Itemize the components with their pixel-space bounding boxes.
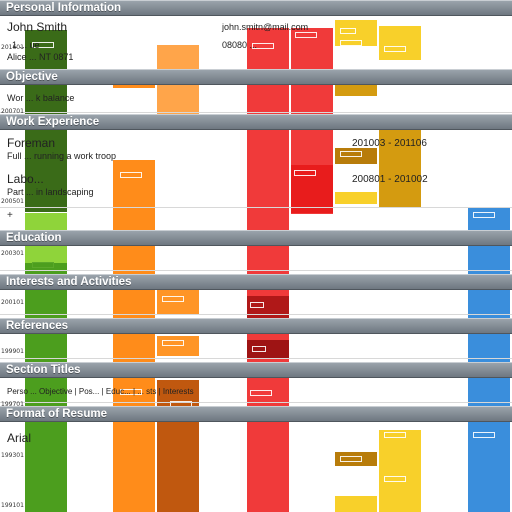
section-header-objective[interactable]: Objective <box>0 69 512 85</box>
timeline-tag[interactable] <box>340 456 362 462</box>
section-title: Section Titles <box>6 364 81 376</box>
row-divider <box>0 358 512 359</box>
axis-label: 200701 <box>1 108 24 115</box>
job-title[interactable]: Labo... <box>7 172 44 186</box>
axis-label: 199101 <box>1 502 24 509</box>
timeline-bar-burnt-orange[interactable] <box>157 380 199 512</box>
timeline-block-yellow[interactable] <box>379 26 421 60</box>
axis-label: 200301 <box>1 250 24 257</box>
city-text[interactable]: Alice ... NT 0871 <box>7 52 74 62</box>
timeline-block-dark-red[interactable] <box>247 340 289 358</box>
section-title: Education <box>6 232 62 244</box>
axis-label: 200101 <box>1 299 24 306</box>
timeline-tag[interactable] <box>250 302 264 308</box>
timeline-block-yellow[interactable] <box>335 192 377 204</box>
timeline-block-red[interactable] <box>291 165 333 213</box>
row-divider <box>0 314 512 315</box>
timeline-tag[interactable] <box>32 42 54 48</box>
section-header-references[interactable]: References <box>0 318 512 334</box>
row-divider <box>0 270 512 271</box>
section-header-work-experience[interactable]: Work Experience <box>0 114 512 130</box>
timeline-tag[interactable] <box>250 390 272 396</box>
timeline-tag[interactable] <box>252 43 274 49</box>
add-work-button[interactable]: + <box>7 210 13 221</box>
person-name[interactable]: John Smith <box>7 20 68 34</box>
axis-label: 199701 <box>1 401 24 408</box>
address-text[interactable]: 1 ... ue <box>12 40 40 50</box>
timeline-tag[interactable] <box>162 296 184 302</box>
section-header-interests-and-activities[interactable]: Interests and Activities <box>0 274 512 290</box>
phone-text[interactable]: 08080 ... <box>222 40 258 50</box>
objective-text[interactable]: Wor ... k balance <box>7 93 75 103</box>
section-header-section-titles[interactable]: Section Titles <box>0 362 512 378</box>
section-header-education[interactable]: Education <box>0 230 512 246</box>
row-divider <box>0 402 512 403</box>
timeline-tag[interactable] <box>340 40 362 46</box>
timeline-tag[interactable] <box>340 151 362 157</box>
timeline-tag[interactable] <box>252 346 266 352</box>
axis-label: 199301 <box>1 452 24 459</box>
axis-label: 199901 <box>1 348 24 355</box>
font-value[interactable]: Arial <box>7 431 32 445</box>
axis-label: 201601 <box>1 44 24 51</box>
timeline-tag[interactable] <box>294 170 316 176</box>
timeline-tag[interactable] <box>340 28 356 34</box>
timeline-block-dark-gold[interactable] <box>335 452 377 466</box>
email-text[interactable]: john.smitn@mail.com <box>222 22 309 32</box>
job-dates[interactable]: 201003 - 201106 <box>352 138 427 149</box>
timeline-bar-gold[interactable] <box>379 128 421 208</box>
job-dates[interactable]: 200801 - 201002 <box>352 174 428 185</box>
timeline-tag[interactable] <box>32 262 54 268</box>
job-description[interactable]: Part ... in landscaping <box>7 187 94 197</box>
row-divider <box>0 112 512 113</box>
section-title: Format of Resume <box>6 408 107 420</box>
section-titles-text[interactable]: Perso ... Objective | Pos... | Educ... |… <box>7 387 194 396</box>
timeline-tag[interactable] <box>384 432 406 438</box>
section-header-personal-information[interactable]: Personal Information <box>0 0 512 16</box>
section-title: Work Experience <box>6 116 100 128</box>
timeline-bar-yellow[interactable] <box>379 430 421 512</box>
section-title: Objective <box>6 71 58 83</box>
timeline-tag[interactable] <box>384 46 406 52</box>
timeline-block-yellow[interactable] <box>335 496 377 512</box>
section-title: Personal Information <box>6 2 122 14</box>
timeline-bar-blue[interactable] <box>468 208 510 512</box>
job-title[interactable]: Foreman <box>7 136 56 150</box>
timeline-block-orange[interactable] <box>157 336 199 356</box>
timeline-tag[interactable] <box>120 389 142 395</box>
timeline-tag[interactable] <box>162 340 184 346</box>
timeline-tag[interactable] <box>120 172 142 178</box>
job-description[interactable]: Full ... running a work troop <box>7 151 117 161</box>
timeline-block-orange[interactable] <box>157 290 199 314</box>
timeline-tag[interactable] <box>384 476 406 482</box>
timeline-bar-orange[interactable] <box>113 160 155 512</box>
section-header-format-of-resume[interactable]: Format of Resume <box>0 406 512 422</box>
section-title: Interests and Activities <box>6 276 132 288</box>
timeline-block-gold[interactable] <box>335 84 377 96</box>
timeline-block-dark-red[interactable] <box>247 296 289 322</box>
timeline-tag[interactable] <box>295 32 317 38</box>
row-divider <box>0 207 512 208</box>
axis-label: 200501 <box>1 198 24 205</box>
timeline-bar-green[interactable] <box>25 263 67 512</box>
timeline-tag[interactable] <box>473 432 495 438</box>
section-title: References <box>6 320 69 332</box>
timeline-tag[interactable] <box>473 212 495 218</box>
